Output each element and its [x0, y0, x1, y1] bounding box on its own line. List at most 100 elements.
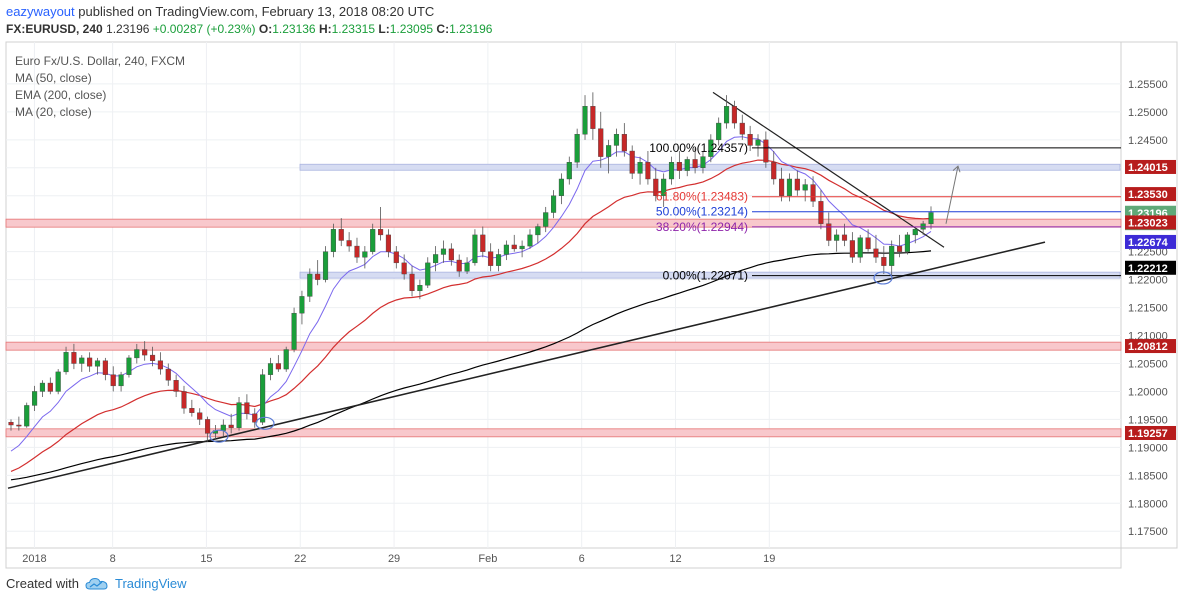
candle[interactable] [472, 229, 478, 266]
resistance-zone[interactable] [5, 341, 1122, 351]
candle[interactable] [378, 206, 384, 241]
candle[interactable] [794, 170, 800, 196]
candle[interactable] [495, 248, 502, 272]
candle[interactable] [558, 173, 564, 205]
uptrend-line[interactable] [7, 241, 1046, 489]
candle[interactable] [755, 134, 761, 157]
candle[interactable] [165, 363, 171, 386]
author-link[interactable]: eazywayout [6, 4, 75, 19]
tradingview-link[interactable]: TradingView [114, 576, 187, 591]
candle[interactable] [142, 341, 148, 361]
price-axis-label[interactable]: 1.23530 [1125, 187, 1176, 202]
candle[interactable] [149, 346, 156, 367]
candle[interactable] [747, 125, 753, 152]
resistance-zone[interactable] [5, 218, 1122, 228]
candle[interactable] [283, 346, 289, 372]
candle[interactable] [456, 254, 462, 277]
candle[interactable] [779, 167, 785, 202]
candle[interactable] [448, 243, 454, 266]
candle[interactable] [912, 226, 918, 244]
ma20-line[interactable] [10, 136, 932, 452]
price-axis-label[interactable]: 1.24015 [1125, 159, 1176, 174]
support-zone[interactable] [299, 163, 1121, 171]
candle[interactable] [110, 366, 116, 392]
support-zone[interactable] [299, 271, 1121, 279]
candle[interactable] [157, 352, 163, 375]
candle[interactable] [299, 290, 305, 325]
candle[interactable] [739, 114, 745, 140]
swing-low-circle[interactable] [873, 271, 893, 285]
candle[interactable] [205, 416, 211, 442]
candle[interactable] [519, 240, 525, 258]
candle[interactable] [71, 343, 77, 370]
candle[interactable] [267, 357, 274, 381]
price-axis[interactable] [1120, 41, 1178, 549]
candle[interactable] [291, 307, 297, 353]
candle[interactable] [409, 265, 415, 297]
candle[interactable] [653, 167, 659, 202]
candle[interactable] [590, 92, 596, 140]
candle[interactable] [24, 402, 30, 428]
candle[interactable] [763, 131, 769, 168]
candle[interactable] [503, 240, 509, 261]
candle[interactable] [307, 268, 313, 302]
candle[interactable] [802, 178, 808, 202]
candle[interactable] [393, 246, 399, 269]
candle[interactable] [330, 223, 336, 258]
candle[interactable] [488, 243, 494, 272]
candle[interactable] [574, 128, 580, 168]
candle[interactable] [47, 377, 53, 395]
candle[interactable] [417, 279, 423, 300]
candle[interactable] [118, 371, 124, 392]
candle[interactable] [79, 355, 85, 372]
candle[interactable] [322, 246, 329, 283]
candle[interactable] [904, 232, 910, 255]
candle[interactable] [637, 156, 643, 185]
candle[interactable] [102, 357, 108, 381]
candle[interactable] [527, 229, 533, 249]
candle[interactable] [63, 346, 69, 375]
candle[interactable] [370, 223, 376, 255]
candle[interactable] [354, 237, 360, 263]
projection-arrow[interactable] [945, 166, 959, 224]
candle[interactable] [873, 234, 879, 263]
candle[interactable] [723, 95, 730, 129]
time-axis[interactable] [5, 547, 1122, 569]
candle[interactable] [181, 385, 187, 414]
candle[interactable] [692, 148, 698, 174]
candle[interactable] [606, 139, 612, 174]
legend-ma20[interactable]: MA (20, close) [15, 105, 92, 119]
candle[interactable] [849, 232, 855, 263]
candle[interactable] [197, 408, 203, 425]
price-axis-label[interactable]: 1.23023 [1125, 215, 1176, 230]
candle[interactable] [315, 260, 321, 286]
candle[interactable] [826, 212, 832, 247]
candle[interactable] [566, 156, 572, 185]
candle[interactable] [464, 257, 470, 275]
candle[interactable] [362, 246, 368, 269]
candle[interactable] [700, 151, 706, 174]
candle[interactable] [716, 117, 722, 146]
candle[interactable] [244, 394, 250, 420]
candle[interactable] [598, 111, 604, 168]
candle[interactable] [433, 246, 439, 272]
candle[interactable] [684, 156, 690, 177]
price-axis-label[interactable]: 1.22674 [1125, 234, 1176, 249]
candle[interactable] [55, 369, 61, 395]
candle[interactable] [385, 229, 391, 258]
candle[interactable] [928, 206, 934, 230]
candle[interactable] [511, 234, 517, 252]
swing-low-circle[interactable] [209, 429, 229, 443]
candle[interactable] [676, 151, 682, 179]
candle[interactable] [440, 240, 447, 263]
candle[interactable] [338, 218, 344, 247]
candle[interactable] [173, 374, 179, 398]
candle[interactable] [480, 226, 486, 258]
candle[interactable] [771, 151, 777, 185]
candle[interactable] [260, 369, 266, 425]
candle[interactable] [889, 240, 895, 277]
candle[interactable] [668, 156, 675, 185]
candle[interactable] [881, 246, 887, 275]
price-chart[interactable]: 100.00%(1.24357) 61.80%(1.23483)50.00%(1.… [0, 40, 1182, 570]
candle[interactable] [8, 419, 14, 431]
